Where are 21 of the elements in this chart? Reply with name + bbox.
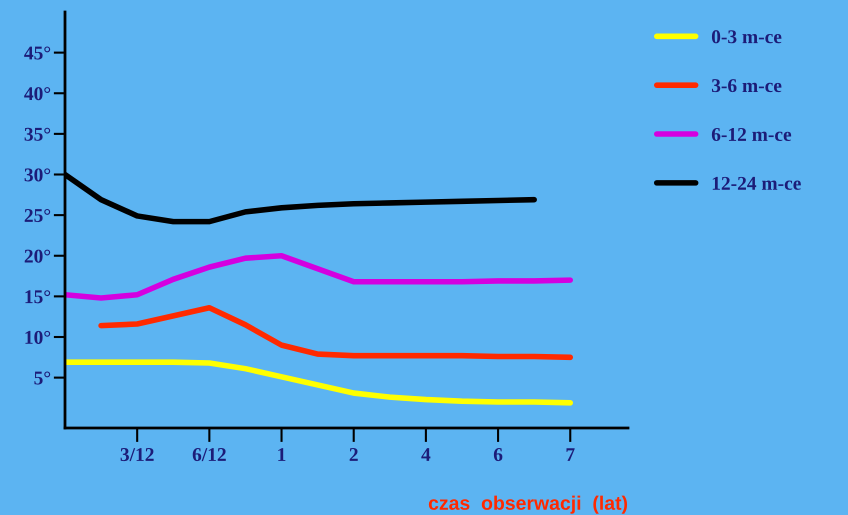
y-tick-label: 10° [25,330,50,344]
y-tick-label: 15° [25,290,50,304]
y-tick-label: 45° [24,46,50,60]
y-tick-label: 30° [24,168,50,182]
x-tick-label: 3/12 [120,448,154,462]
legend-label: 3-6 m-ce [712,79,782,92]
legend-label: 0-3 m-ce [712,30,782,44]
x-tick-label: 2 [350,448,358,461]
x-tick-label: 7 [566,448,575,461]
x-axis-title: czas obserwacji (lat) [428,496,628,514]
y-tick-label: 20° [24,250,50,263]
y-tick-label: 40° [24,87,50,100]
x-tick-label: 6 [494,448,502,462]
x-tick-label: 4 [421,448,430,461]
y-tick-label: 25° [24,208,50,222]
legend-label: 6-12 m-ce [712,128,792,142]
x-tick-label: 6/12 [192,448,226,462]
x-tick-label: 1 [278,448,286,461]
legend-label: 12-24 m-ce [712,176,801,190]
y-tick-label: 5° [34,371,50,385]
y-tick-label: 35° [24,128,50,141]
